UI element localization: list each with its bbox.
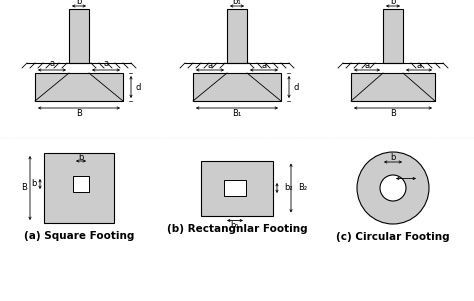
Text: B: B — [390, 108, 396, 117]
Text: B₂: B₂ — [298, 184, 307, 193]
Bar — [201, 160, 273, 216]
Text: a: a — [208, 61, 212, 70]
Text: b: b — [31, 179, 36, 188]
Text: a: a — [49, 60, 55, 69]
Text: b: b — [390, 0, 396, 7]
Text: B: B — [76, 108, 82, 117]
Text: b: b — [76, 0, 82, 7]
Text: B₁: B₁ — [232, 108, 242, 117]
Text: b₂: b₂ — [284, 184, 292, 193]
Text: a: a — [365, 61, 370, 70]
Text: B: B — [21, 184, 27, 193]
Text: (a) Square Footing: (a) Square Footing — [24, 231, 134, 241]
Text: (c) Circular Footing: (c) Circular Footing — [336, 232, 450, 242]
Bar — [193, 73, 281, 101]
Bar — [227, 9, 247, 63]
Text: d: d — [136, 82, 141, 92]
Text: a: a — [103, 60, 109, 69]
Text: d: d — [294, 82, 300, 92]
Bar — [35, 73, 123, 101]
Text: a: a — [417, 61, 421, 70]
Text: b₁: b₁ — [231, 221, 239, 230]
Bar — [69, 9, 89, 63]
Text: b: b — [390, 153, 396, 162]
Circle shape — [357, 152, 429, 224]
Bar — [73, 176, 89, 192]
Bar — [383, 9, 403, 63]
Text: b₁: b₁ — [233, 0, 241, 7]
Text: b: b — [78, 153, 84, 162]
Bar — [224, 180, 246, 196]
Text: a: a — [262, 61, 266, 70]
Bar — [351, 73, 435, 101]
Text: (b) Rectangnlar Footing: (b) Rectangnlar Footing — [167, 224, 307, 234]
Circle shape — [380, 175, 406, 201]
Bar — [44, 153, 114, 223]
